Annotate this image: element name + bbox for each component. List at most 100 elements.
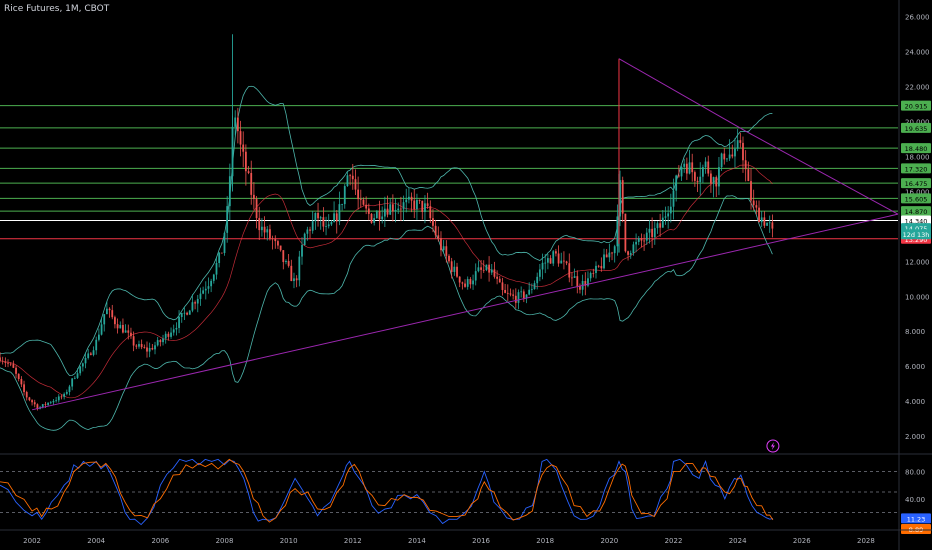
x-tick-label: 2022 — [665, 537, 683, 545]
candle-body — [661, 217, 664, 228]
candle-body — [31, 400, 33, 403]
candle-body — [629, 253, 632, 255]
x-tick-label: 2012 — [344, 537, 362, 545]
candle-body — [565, 261, 568, 264]
candle-body — [293, 278, 295, 282]
candle-body — [52, 400, 55, 403]
candle-body — [739, 140, 742, 143]
trendline-spike-diagonal — [618, 58, 748, 133]
candle-body — [667, 213, 670, 217]
candle-body — [87, 353, 90, 358]
candle-body — [244, 151, 247, 172]
candle-body — [490, 269, 493, 273]
candle-body — [728, 154, 731, 159]
oscillator-tick-label: 40.00 — [905, 496, 925, 504]
candle-body — [183, 312, 186, 314]
candle-body — [637, 238, 640, 242]
candle-body — [338, 204, 341, 222]
candle-body — [576, 276, 579, 287]
level-tag-label: 18.480 — [905, 145, 928, 153]
upper-band — [0, 85, 773, 376]
candle-body — [603, 254, 605, 269]
candle-body — [188, 310, 191, 315]
candle-body — [461, 282, 464, 284]
candle-body — [23, 384, 25, 392]
candle-body — [271, 238, 274, 240]
candle-body — [71, 378, 74, 387]
candle-body — [303, 233, 306, 246]
candle-body — [314, 212, 317, 222]
y-tick-label: 12.000 — [905, 258, 930, 266]
candle-body — [357, 189, 360, 200]
candle-body — [437, 235, 440, 239]
candle-body — [325, 226, 327, 227]
candle-body — [579, 286, 581, 290]
candle-body — [1, 360, 4, 362]
candle-body — [533, 283, 536, 290]
candle-body — [405, 199, 408, 203]
candle-body — [9, 363, 12, 365]
x-tick-label: 2016 — [472, 537, 490, 545]
y-tick-label: 22.000 — [905, 84, 930, 92]
candle-body — [68, 386, 71, 392]
trendline-support — [31, 213, 899, 411]
candle-body — [154, 345, 156, 350]
candle-body — [648, 228, 651, 233]
candle-body — [252, 194, 255, 200]
candle-body — [704, 161, 707, 168]
candle-body — [122, 324, 124, 333]
candle-body — [715, 177, 718, 187]
candle-body — [758, 207, 760, 223]
x-tick-label: 2026 — [793, 537, 811, 545]
candle-body — [651, 228, 654, 238]
x-tick-label: 2028 — [857, 537, 875, 545]
candle-body — [771, 222, 774, 229]
candle-body — [600, 266, 603, 269]
candle-body — [640, 238, 643, 241]
candle-body — [124, 330, 127, 333]
candle-body — [477, 267, 480, 272]
level-tag-label: 20.915 — [905, 103, 928, 111]
chart-title: Rice Futures, 1M, CBOT — [4, 4, 110, 14]
lightning-icon[interactable] — [766, 439, 780, 453]
candle-body — [175, 327, 178, 330]
candle-body — [429, 206, 432, 219]
candle-body — [84, 357, 87, 364]
candle-body — [55, 400, 58, 402]
horizontal-levels-layer — [0, 105, 898, 240]
candle-body — [383, 208, 386, 217]
oscillator-series-1 — [0, 458, 774, 523]
candle-body — [474, 271, 477, 281]
oscillator-value-tag-bg — [901, 513, 931, 524]
candle-body — [127, 330, 130, 333]
candle-body — [608, 252, 611, 258]
candle-body — [450, 261, 453, 272]
candle-body — [621, 180, 624, 214]
candle-body — [432, 218, 434, 226]
candle-body — [587, 278, 589, 286]
candle-body — [151, 347, 154, 350]
candle-body — [354, 179, 357, 190]
candle-body — [656, 223, 659, 229]
candle-body — [552, 251, 555, 264]
candle-body — [116, 324, 119, 329]
candle-body — [140, 344, 143, 348]
candle-body — [557, 253, 560, 264]
candle-body — [391, 204, 394, 212]
price-tag-bg — [901, 229, 931, 240]
candle-body — [28, 397, 31, 401]
candle-body — [613, 246, 616, 254]
candle-body — [306, 229, 309, 234]
candle-body — [111, 310, 114, 318]
candle-body — [485, 264, 488, 271]
candle-body — [696, 180, 699, 183]
candle-body — [589, 272, 592, 279]
y-tick-label: 4.000 — [905, 398, 925, 406]
level-tag-bg — [901, 122, 931, 133]
candle-body — [381, 216, 384, 220]
candle-body — [119, 324, 122, 329]
candle-body — [584, 281, 587, 286]
candle-body — [693, 172, 696, 181]
candle-body — [57, 396, 60, 401]
level-tag-bg — [901, 143, 931, 154]
